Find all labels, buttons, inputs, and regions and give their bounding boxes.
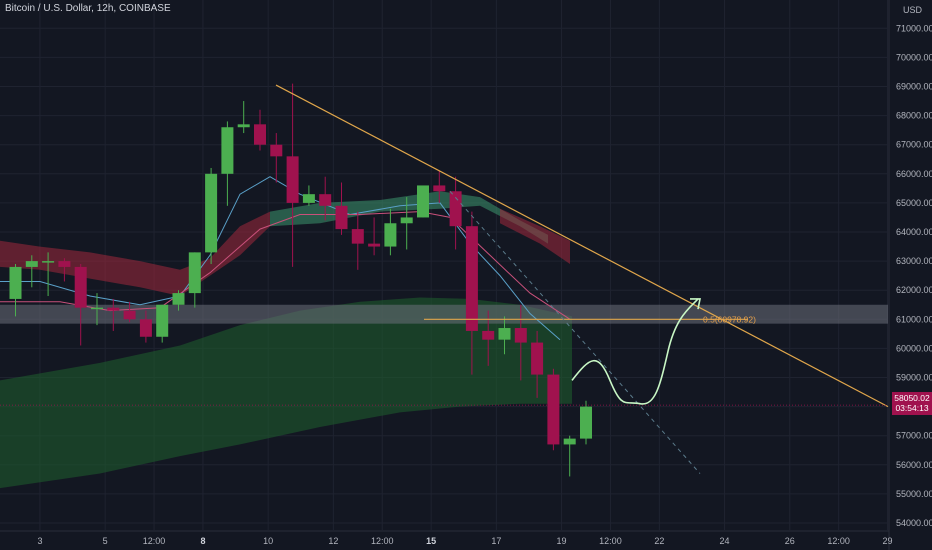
currency-label: USD (903, 5, 923, 15)
candle-bull (302, 194, 315, 203)
ma-fast (0, 176, 561, 341)
candle-bull (498, 328, 511, 340)
candle-bear (547, 374, 560, 445)
x-tick-label: 22 (654, 536, 664, 546)
candle-bear (482, 330, 495, 340)
y-tick-label: 71000.00 (896, 23, 932, 33)
last-price: 58050.02 (894, 393, 930, 403)
candle-bear (449, 191, 462, 227)
candle-bull (400, 217, 413, 224)
y-tick-label: 70000.00 (896, 52, 932, 62)
candle-bull (221, 127, 234, 174)
ma-slow (0, 211, 571, 320)
moving-averages (0, 176, 571, 341)
candle-bull (188, 252, 201, 294)
projection-path (571, 298, 699, 405)
x-tick-label: 12:00 (143, 536, 166, 546)
x-tick-label: 17 (491, 536, 501, 546)
y-tick-label: 57000.00 (896, 431, 932, 441)
bearish-ribbon-2 (500, 208, 570, 264)
lower-ribbon (0, 297, 572, 489)
y-tick-label: 60000.00 (896, 343, 932, 353)
candle-bear (58, 261, 71, 267)
y-tick-label: 62000.00 (896, 285, 932, 295)
projection-dashed-line (449, 190, 701, 474)
y-tick-label: 65000.00 (896, 198, 932, 208)
projection-arrowhead (690, 298, 701, 310)
candle-bear (74, 266, 87, 308)
y-tick-label: 63000.00 (896, 256, 932, 266)
candle-bear (351, 229, 364, 244)
x-tick-label: 10 (263, 536, 273, 546)
candle-bear (368, 243, 381, 247)
y-tick-label: 56000.00 (896, 460, 932, 470)
candle-bear (123, 310, 136, 320)
candle-bull (580, 406, 592, 439)
candle-bear (335, 205, 348, 230)
fib-level-label: 0.5(60978.92) (703, 314, 756, 324)
candle-bear (286, 156, 299, 203)
x-tick-label: 26 (785, 536, 795, 546)
candle-bear (465, 226, 478, 331)
candle-bull (417, 185, 429, 218)
candle-bull (384, 223, 397, 247)
y-tick-label: 66000.00 (896, 169, 932, 179)
chart-title: Bitcoin / U.S. Dollar, 12h, COINBASE (5, 3, 171, 14)
x-tick-label: 24 (720, 536, 730, 546)
candle-bull (237, 124, 250, 128)
candle-bear (254, 124, 266, 145)
time-axis: 3 5 12:00 8 10 12 12:00 15 17 19 12:00 22 24 26 12:00 2… (0, 530, 893, 546)
candle-bull (9, 266, 22, 299)
ma-ribbon-cloud (0, 191, 572, 489)
x-tick-label: 15 (426, 536, 436, 546)
y-tick-label: 54000.00 (896, 518, 932, 528)
descending-trendline (275, 84, 889, 408)
x-tick-label: 12 (328, 536, 338, 546)
candle-bull (156, 304, 169, 337)
x-tick-label: 12:00 (371, 536, 394, 546)
x-tick-label: 3 (37, 536, 42, 546)
x-tick-label: 5 (103, 536, 108, 546)
candle-bull (25, 261, 38, 267)
x-tick-label: 29 (883, 536, 893, 546)
bearish-ribbon (0, 211, 270, 296)
candle-bull (563, 438, 576, 445)
candle-bear (433, 185, 446, 192)
y-tick-label: 64000.00 (896, 227, 932, 237)
x-tick-label: 8 (200, 536, 205, 546)
bullish-ribbon (270, 191, 548, 244)
candle-bear (270, 144, 283, 157)
candle-bear (319, 194, 332, 206)
candle-bear (514, 328, 527, 343)
candles (9, 83, 592, 477)
y-tick-label: 61000.00 (896, 314, 932, 324)
candle-bear (531, 342, 544, 375)
x-tick-label: 19 (557, 536, 567, 546)
candle-bull (91, 307, 103, 310)
chart-drawings: 0.5(60978.92) (0, 84, 889, 474)
bar-countdown: 03:54:13 (895, 403, 929, 413)
candle-bear (107, 307, 120, 311)
y-tick-label: 68000.00 (896, 111, 932, 121)
x-tick-label: 12:00 (599, 536, 622, 546)
candle-bull (205, 173, 218, 253)
y-tick-label: 69000.00 (896, 82, 932, 92)
last-price-tag: 58050.02 03:54:13 (892, 392, 932, 415)
price-axis: 71000.00 70000.00 69000.00 68000.00 67000.00… (888, 0, 932, 550)
y-tick-label: 67000.00 (896, 140, 932, 150)
candle-bull (42, 261, 55, 263)
x-tick-label: 12:00 (827, 536, 850, 546)
candle-bull (172, 293, 185, 305)
candle-bear (139, 319, 152, 337)
y-tick-label: 55000.00 (896, 489, 932, 499)
y-tick-label: 59000.00 (896, 373, 932, 383)
